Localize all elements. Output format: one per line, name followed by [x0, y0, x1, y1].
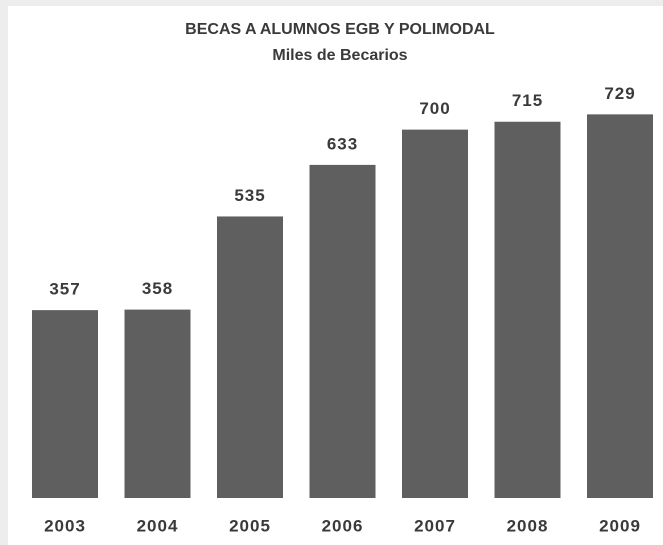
value-label: 700: [419, 99, 450, 118]
x-tick-label: 2009: [599, 516, 641, 535]
x-tick-label: 2005: [229, 516, 271, 535]
bar: [494, 121, 561, 498]
x-tick-label: 2003: [44, 516, 86, 535]
value-label: 729: [604, 84, 635, 103]
value-label: 715: [512, 91, 543, 110]
value-label: 633: [327, 134, 358, 153]
x-tick-label: 2006: [322, 516, 364, 535]
bar: [32, 310, 98, 498]
bar: [309, 164, 376, 499]
value-label: 358: [142, 279, 173, 298]
x-tick-label: 2007: [414, 516, 456, 535]
value-label: 357: [49, 280, 80, 299]
bar: [587, 114, 653, 499]
bar: [124, 309, 191, 498]
x-tick-label: 2008: [507, 516, 549, 535]
bar: [402, 129, 468, 498]
x-tick-label: 2004: [137, 516, 179, 535]
value-label: 535: [234, 186, 265, 205]
bar: [217, 216, 283, 499]
chart-title: BECAS A ALUMNOS EGB Y POLIMODAL: [185, 21, 495, 38]
chart-subtitle: Miles de Becarios: [272, 47, 407, 64]
